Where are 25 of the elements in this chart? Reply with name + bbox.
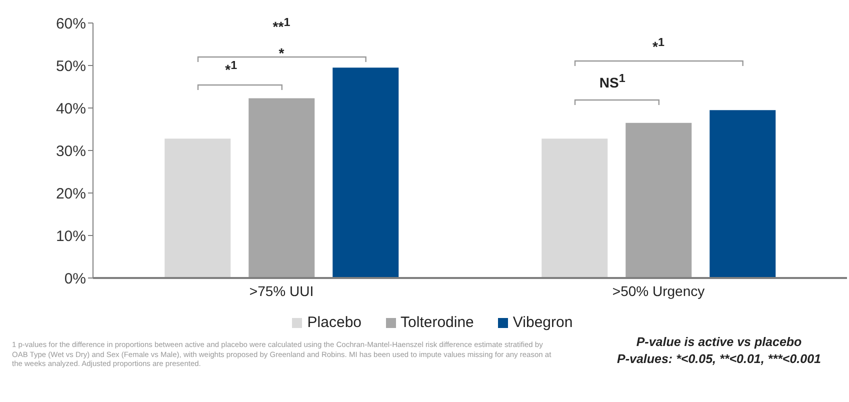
y-tick-label: 10% (56, 228, 86, 245)
annotation: *$^{1}$ (224, 58, 238, 78)
legend-label: Vibegron (512, 314, 573, 331)
legend-label: Placebo (306, 314, 362, 331)
bar (332, 68, 399, 278)
annotation: NS$^{1}$ (598, 70, 626, 90)
annotation: **$^{1}$ (272, 15, 292, 36)
text: P-value is active vs placebo (635, 334, 803, 351)
x-tick-label: >75% UUI (249, 282, 314, 299)
x-tick-label: >50% Urgency (612, 282, 705, 299)
bar (710, 110, 776, 278)
y-tick-label: 20% (56, 185, 86, 202)
annotation: * (278, 45, 286, 62)
bar (542, 138, 608, 278)
y-tick-label: 50% (56, 58, 86, 75)
legend-label: Tolterodine (400, 314, 474, 331)
y-tick-label: 40% (56, 100, 86, 118)
bar (164, 138, 231, 278)
y-tick-label: 0% (64, 270, 86, 288)
annotation: *$^{1}$ (652, 34, 666, 54)
y-tick-label: 30% (56, 142, 86, 160)
text: P-values: *<0.05, **<0.01, ***<0.001 (616, 351, 822, 368)
y-tick-label: 60% (56, 15, 86, 32)
bar (248, 98, 315, 278)
bar (626, 122, 692, 278)
